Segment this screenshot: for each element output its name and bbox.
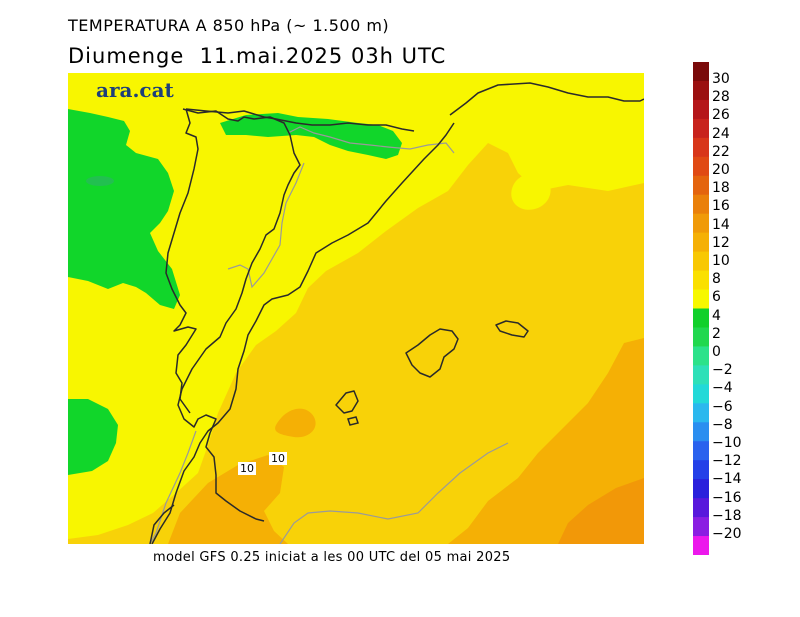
colorbar-swatch — [693, 62, 709, 82]
border-south — [149, 430, 197, 544]
colorbar-swatch — [693, 194, 709, 215]
island-menorca — [495, 320, 529, 338]
colorbar-swatch — [693, 308, 709, 328]
border-portugal-spain — [227, 162, 305, 289]
colorbar-tick-label: −10 — [712, 435, 742, 451]
colorbar-tick-label: −18 — [712, 507, 742, 524]
colorbar-swatch — [693, 346, 709, 366]
colorbar-tick-label: 8 — [712, 271, 721, 288]
colorbar-tick-label: −6 — [712, 398, 733, 415]
colorbar-swatch — [693, 422, 709, 442]
contour-label: 10 — [238, 462, 256, 475]
colorbar-tick-label: 20 — [712, 162, 730, 178]
zone-orange-east — [448, 338, 644, 544]
colorbar-swatch — [693, 232, 709, 253]
colorbar-swatch — [693, 403, 709, 423]
colorbar-swatch — [693, 441, 709, 461]
colorbar-swatch — [693, 498, 709, 518]
colorbar-swatch — [693, 213, 709, 234]
ara-cat-logo: ara.cat — [96, 78, 174, 102]
zone-yellow-north — [68, 73, 644, 539]
colorbar-tick-label: 24 — [712, 125, 730, 142]
colorbar-tick-label: 30 — [712, 71, 730, 87]
island-mallorca — [405, 328, 459, 378]
temperature-colorbar — [693, 62, 709, 555]
colorbar-swatch — [693, 536, 709, 555]
map-title: TEMPERATURA A 850 hPa (~ 1.500 m) — [68, 16, 390, 35]
model-footer: model GFS 0.25 iniciat a les 00 UTC del … — [153, 550, 511, 565]
colorbar-tick-label: −12 — [712, 453, 742, 470]
coast-iberia — [177, 108, 301, 522]
coast-portugal-north — [165, 108, 199, 414]
zone-deep-orange-east — [558, 478, 644, 544]
colorbar-swatch — [693, 118, 709, 139]
colorbar-swatch — [693, 289, 709, 309]
zone-yellow-blob — [511, 172, 551, 210]
colorbar-swatch — [693, 384, 709, 404]
colorbar-tick-label: 4 — [712, 307, 721, 324]
island-formentera — [347, 416, 359, 426]
colorbar-tick-label: −2 — [712, 362, 733, 379]
zone-orange-islands — [275, 408, 316, 438]
zone-green-southwest — [68, 399, 118, 475]
colorbar-swatch — [693, 99, 709, 120]
colorbar-tick-label: −16 — [712, 489, 742, 506]
border-africa — [279, 442, 509, 544]
colorbar-tick-label: 12 — [712, 234, 730, 251]
coast-north-spain — [185, 108, 415, 132]
map-subtitle: Diumenge 11.mai.2025 03h UTC — [68, 44, 447, 68]
coast-catalonia — [151, 122, 455, 544]
colorbar-swatch — [693, 251, 709, 272]
border-pyrenees — [287, 126, 455, 154]
colorbar-tick-label: 16 — [712, 198, 730, 215]
colorbar-tick-label: 0 — [712, 344, 721, 360]
coast-africa — [149, 504, 175, 544]
colorbar-tick-label: 18 — [712, 180, 730, 197]
colorbar-swatch — [693, 156, 709, 177]
zone-green-spot — [86, 176, 114, 186]
colorbar-tick-label: 28 — [712, 89, 730, 106]
colorbar-tick-label: 26 — [712, 107, 730, 124]
colorbar-swatch — [693, 270, 709, 291]
colorbar-tick-label: −8 — [712, 416, 733, 433]
colorbar-tick-label: 22 — [712, 143, 730, 160]
colorbar-swatch — [693, 175, 709, 196]
colorbar-swatch — [693, 327, 709, 347]
colorbar-tick-label: −4 — [712, 380, 733, 397]
zone-orange-south — [168, 455, 288, 544]
colorbar-tick-label: 10 — [712, 253, 730, 269]
colorbar-swatch — [693, 517, 709, 537]
contour-label: 10 — [269, 452, 287, 465]
colorbar-swatch — [693, 479, 709, 499]
colorbar-tick-label: −20 — [712, 526, 742, 542]
colorbar-tick-label: 6 — [712, 289, 721, 306]
colorbar-tick-label: 14 — [712, 216, 730, 233]
island-ibiza — [335, 390, 359, 414]
colorbar-swatch — [693, 137, 709, 158]
colorbar-swatch — [693, 365, 709, 385]
temperature-map — [68, 73, 644, 544]
colorbar-swatch — [693, 80, 709, 101]
colorbar-tick-label: −14 — [712, 471, 742, 488]
colorbar-tick-label: 2 — [712, 325, 721, 342]
zone-green-west — [68, 109, 180, 309]
coast-east-spain — [449, 82, 644, 116]
colorbar-swatch — [693, 460, 709, 480]
